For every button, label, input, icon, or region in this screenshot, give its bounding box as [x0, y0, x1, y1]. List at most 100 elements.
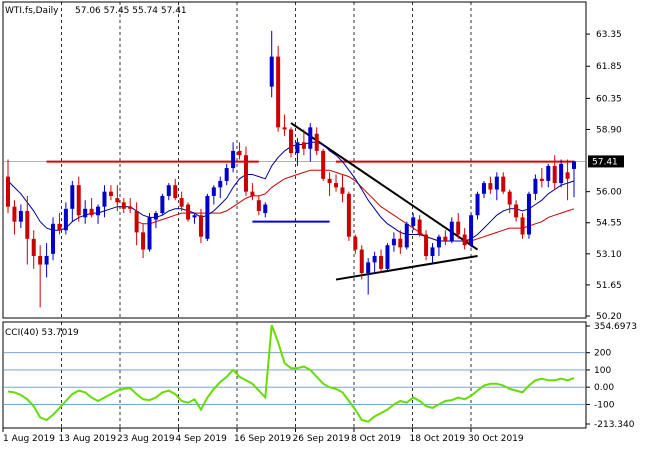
- cci-title: CCI(40) 53.7019: [5, 328, 79, 338]
- cci-tick-label: -213.340: [594, 420, 635, 430]
- candle-body: [237, 150, 242, 156]
- y-tick-label: 54.55: [596, 219, 622, 229]
- x-tick-label: 8 Oct 2019: [351, 434, 401, 444]
- candle-body: [572, 161, 576, 169]
- candle-body: [256, 200, 261, 211]
- candle-body: [51, 223, 56, 254]
- y-tick-label: 58.90: [596, 125, 622, 135]
- cci-tick-label: 354.6973: [594, 322, 637, 332]
- candle-body: [359, 249, 364, 274]
- current-price-box: [588, 155, 624, 168]
- candle-body: [243, 155, 248, 192]
- candle-body: [115, 198, 120, 203]
- candle-body: [44, 255, 49, 265]
- current-price-label: 57.41: [592, 157, 618, 167]
- candle-body: [314, 133, 319, 151]
- x-tick-label: 1 Aug 2019: [3, 434, 55, 444]
- cci-line: [7, 324, 575, 423]
- candle-body: [141, 232, 146, 250]
- main-title: WTI.fs,Daily: [5, 6, 59, 16]
- candle-body: [456, 221, 461, 235]
- candle-body: [501, 176, 506, 192]
- cci-tick-label: 0.00: [594, 383, 614, 393]
- cci-tick-label: -100: [594, 400, 615, 410]
- candle-body: [462, 234, 467, 246]
- candle-body: [327, 178, 332, 184]
- candle-body: [507, 191, 512, 205]
- candle-body: [179, 198, 184, 207]
- candle-body: [289, 129, 293, 154]
- candle-body: [173, 185, 178, 199]
- cci-tick-label: 100: [594, 366, 611, 376]
- candle-body: [308, 127, 313, 149]
- y-tick-label: 63.35: [596, 30, 622, 40]
- candle-body: [108, 191, 113, 196]
- candle-body: [205, 195, 210, 239]
- candle-body: [224, 168, 229, 181]
- candle-body: [31, 238, 36, 256]
- candle-body: [57, 223, 62, 231]
- candle-body: [102, 191, 107, 207]
- candle-body: [372, 255, 377, 263]
- candle-body: [147, 217, 152, 250]
- y-tick-label: 53.10: [596, 250, 622, 260]
- candle-body: [121, 202, 126, 209]
- candle-body: [18, 210, 23, 222]
- x-tick-label: 13 Aug 2019: [59, 434, 117, 444]
- candle-body: [559, 163, 564, 184]
- candle-body: [430, 247, 435, 256]
- candle-body: [488, 183, 493, 190]
- y-tick-label: 51.65: [596, 281, 622, 291]
- candle-body: [70, 185, 75, 209]
- ma-slow-line: [136, 169, 575, 242]
- cci-panel: 354.6973 200 100 0.00 -100 -213.340: [2, 321, 637, 430]
- x-tick-label: 16 Sep 2019: [234, 434, 291, 444]
- x-tick-label: 18 Oct 2019: [410, 434, 466, 444]
- candle-body: [514, 204, 519, 218]
- candle-body: [417, 219, 422, 235]
- candle-body: [295, 142, 300, 154]
- main-panel: 63.35 61.85 60.35 58.90 56.00 54.55 53.10 51.65…: [2, 1, 624, 322]
- candle-body: [211, 187, 216, 196]
- candle-body: [346, 193, 351, 237]
- candle-body: [231, 150, 236, 169]
- candle-body: [469, 215, 474, 246]
- x-tick-label: 26 Sep 2019: [293, 434, 350, 444]
- candle-body: [539, 178, 544, 181]
- triangle-lower-line: [335, 254, 478, 281]
- candle-body: [533, 178, 538, 194]
- candle-body: [449, 221, 454, 241]
- candle-body: [546, 165, 551, 181]
- candle-body: [89, 208, 94, 216]
- candle-body: [436, 236, 441, 248]
- candle-body: [481, 183, 486, 194]
- candle-body: [379, 255, 384, 269]
- candle-body: [263, 204, 268, 214]
- candle-body: [153, 213, 158, 220]
- candle-body: [301, 142, 306, 149]
- candle-body: [83, 208, 88, 218]
- candle-body: [475, 193, 480, 216]
- candle-body: [269, 56, 274, 87]
- candle-body: [198, 215, 203, 237]
- candle-body: [6, 176, 10, 207]
- candle-body: [411, 217, 416, 226]
- candle-body: [160, 195, 165, 214]
- candle-body: [218, 180, 223, 188]
- candle-body: [334, 183, 339, 188]
- candle-body: [552, 165, 557, 184]
- cci-tick-label: 200: [594, 349, 611, 359]
- candle-body: [526, 193, 531, 235]
- x-axis: 1 Aug 2019 13 Aug 2019 23 Aug 2019 4 Sep 20…: [2, 428, 524, 444]
- candle-body: [385, 245, 390, 269]
- y-tick-label: 61.85: [596, 62, 622, 72]
- candle-body: [276, 56, 281, 128]
- candle-body: [321, 150, 326, 179]
- candle-body: [391, 238, 396, 246]
- candle-body: [96, 206, 101, 216]
- y-tick-label: 50.20: [596, 312, 622, 322]
- candle-body: [25, 210, 30, 239]
- candle-body: [443, 236, 448, 241]
- candle-body: [134, 210, 139, 233]
